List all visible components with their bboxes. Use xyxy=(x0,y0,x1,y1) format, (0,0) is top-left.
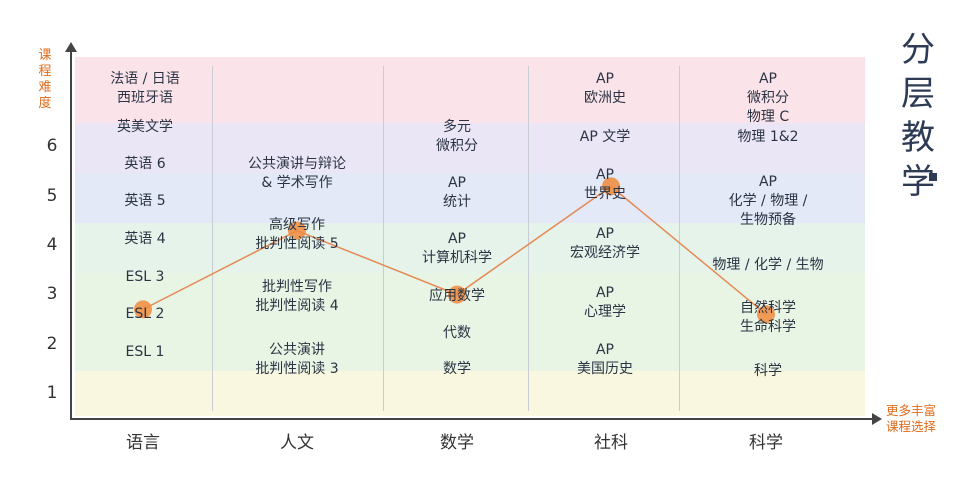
course-math: 计算机科学 xyxy=(392,249,522,267)
course-social: 世界史 xyxy=(540,185,670,203)
course-social: AP xyxy=(540,70,670,88)
course-science: 物理 / 化学 / 生物 xyxy=(688,256,848,274)
course-language: ESL 3 xyxy=(95,268,195,286)
course-science: 科学 xyxy=(688,362,848,380)
course-language: 英语 5 xyxy=(95,192,195,210)
brand-title-char: 教 xyxy=(893,116,943,160)
course-social: AP xyxy=(540,225,670,243)
course-science: 生命科学 xyxy=(688,318,848,336)
course-math: 微积分 xyxy=(392,137,522,155)
course-language: ESL 1 xyxy=(95,343,195,361)
course-science: AP xyxy=(688,173,848,191)
course-humanities: 高级写作 xyxy=(222,216,372,234)
course-humanities: 批判性阅读 5 xyxy=(222,235,372,253)
more-courses-line: 更多丰富 xyxy=(886,403,956,419)
course-science: 微积分 xyxy=(688,89,848,107)
brand-title-char: 学 xyxy=(893,160,943,204)
course-social: 心理学 xyxy=(540,303,670,321)
course-language: 英语 6 xyxy=(95,155,195,173)
course-social: AP xyxy=(540,284,670,302)
course-math: AP xyxy=(392,174,522,192)
course-social: AP xyxy=(540,341,670,359)
course-math: AP xyxy=(392,230,522,248)
course-math: 数学 xyxy=(392,360,522,378)
course-science: 生物预备 xyxy=(688,211,848,229)
brand-title-char: 层 xyxy=(893,72,943,116)
course-language: ESL 2 xyxy=(95,305,195,323)
course-humanities: 批判性阅读 4 xyxy=(222,297,372,315)
course-social: 欧洲史 xyxy=(540,89,670,107)
course-math: 应用数学 xyxy=(392,287,522,305)
course-social: 宏观经济学 xyxy=(540,244,670,262)
course-math: 多元 xyxy=(392,118,522,136)
course-math: 代数 xyxy=(392,324,522,342)
course-social: AP 文学 xyxy=(540,128,670,146)
course-social: 美国历史 xyxy=(540,360,670,378)
course-science: 自然科学 xyxy=(688,299,848,317)
course-science: 物理 1&2 xyxy=(688,128,848,146)
course-humanities: 批判性写作 xyxy=(222,278,372,296)
course-science: 化学 / 物理 / xyxy=(688,192,848,210)
more-courses-line: 课程选择 xyxy=(886,419,956,435)
course-math: 统计 xyxy=(392,193,522,211)
course-humanities: 公共演讲 xyxy=(222,341,372,359)
course-science: 物理 C xyxy=(688,108,848,126)
more-courses-label: 更多丰富 课程选择 xyxy=(886,403,956,435)
brand-dot xyxy=(929,173,937,181)
course-social: AP xyxy=(540,166,670,184)
course-science: AP xyxy=(688,70,848,88)
course-language: 英语 4 xyxy=(95,230,195,248)
course-humanities: 公共演讲与辩论 xyxy=(222,155,372,173)
course-humanities: 批判性阅读 3 xyxy=(222,360,372,378)
course-humanities: & 学术写作 xyxy=(222,174,372,192)
course-language: 英美文学 xyxy=(95,118,195,136)
course-language: 西班牙语 xyxy=(95,89,195,107)
course-language: 法语 / 日语 xyxy=(95,70,195,88)
brand-title-char: 分 xyxy=(893,28,943,72)
